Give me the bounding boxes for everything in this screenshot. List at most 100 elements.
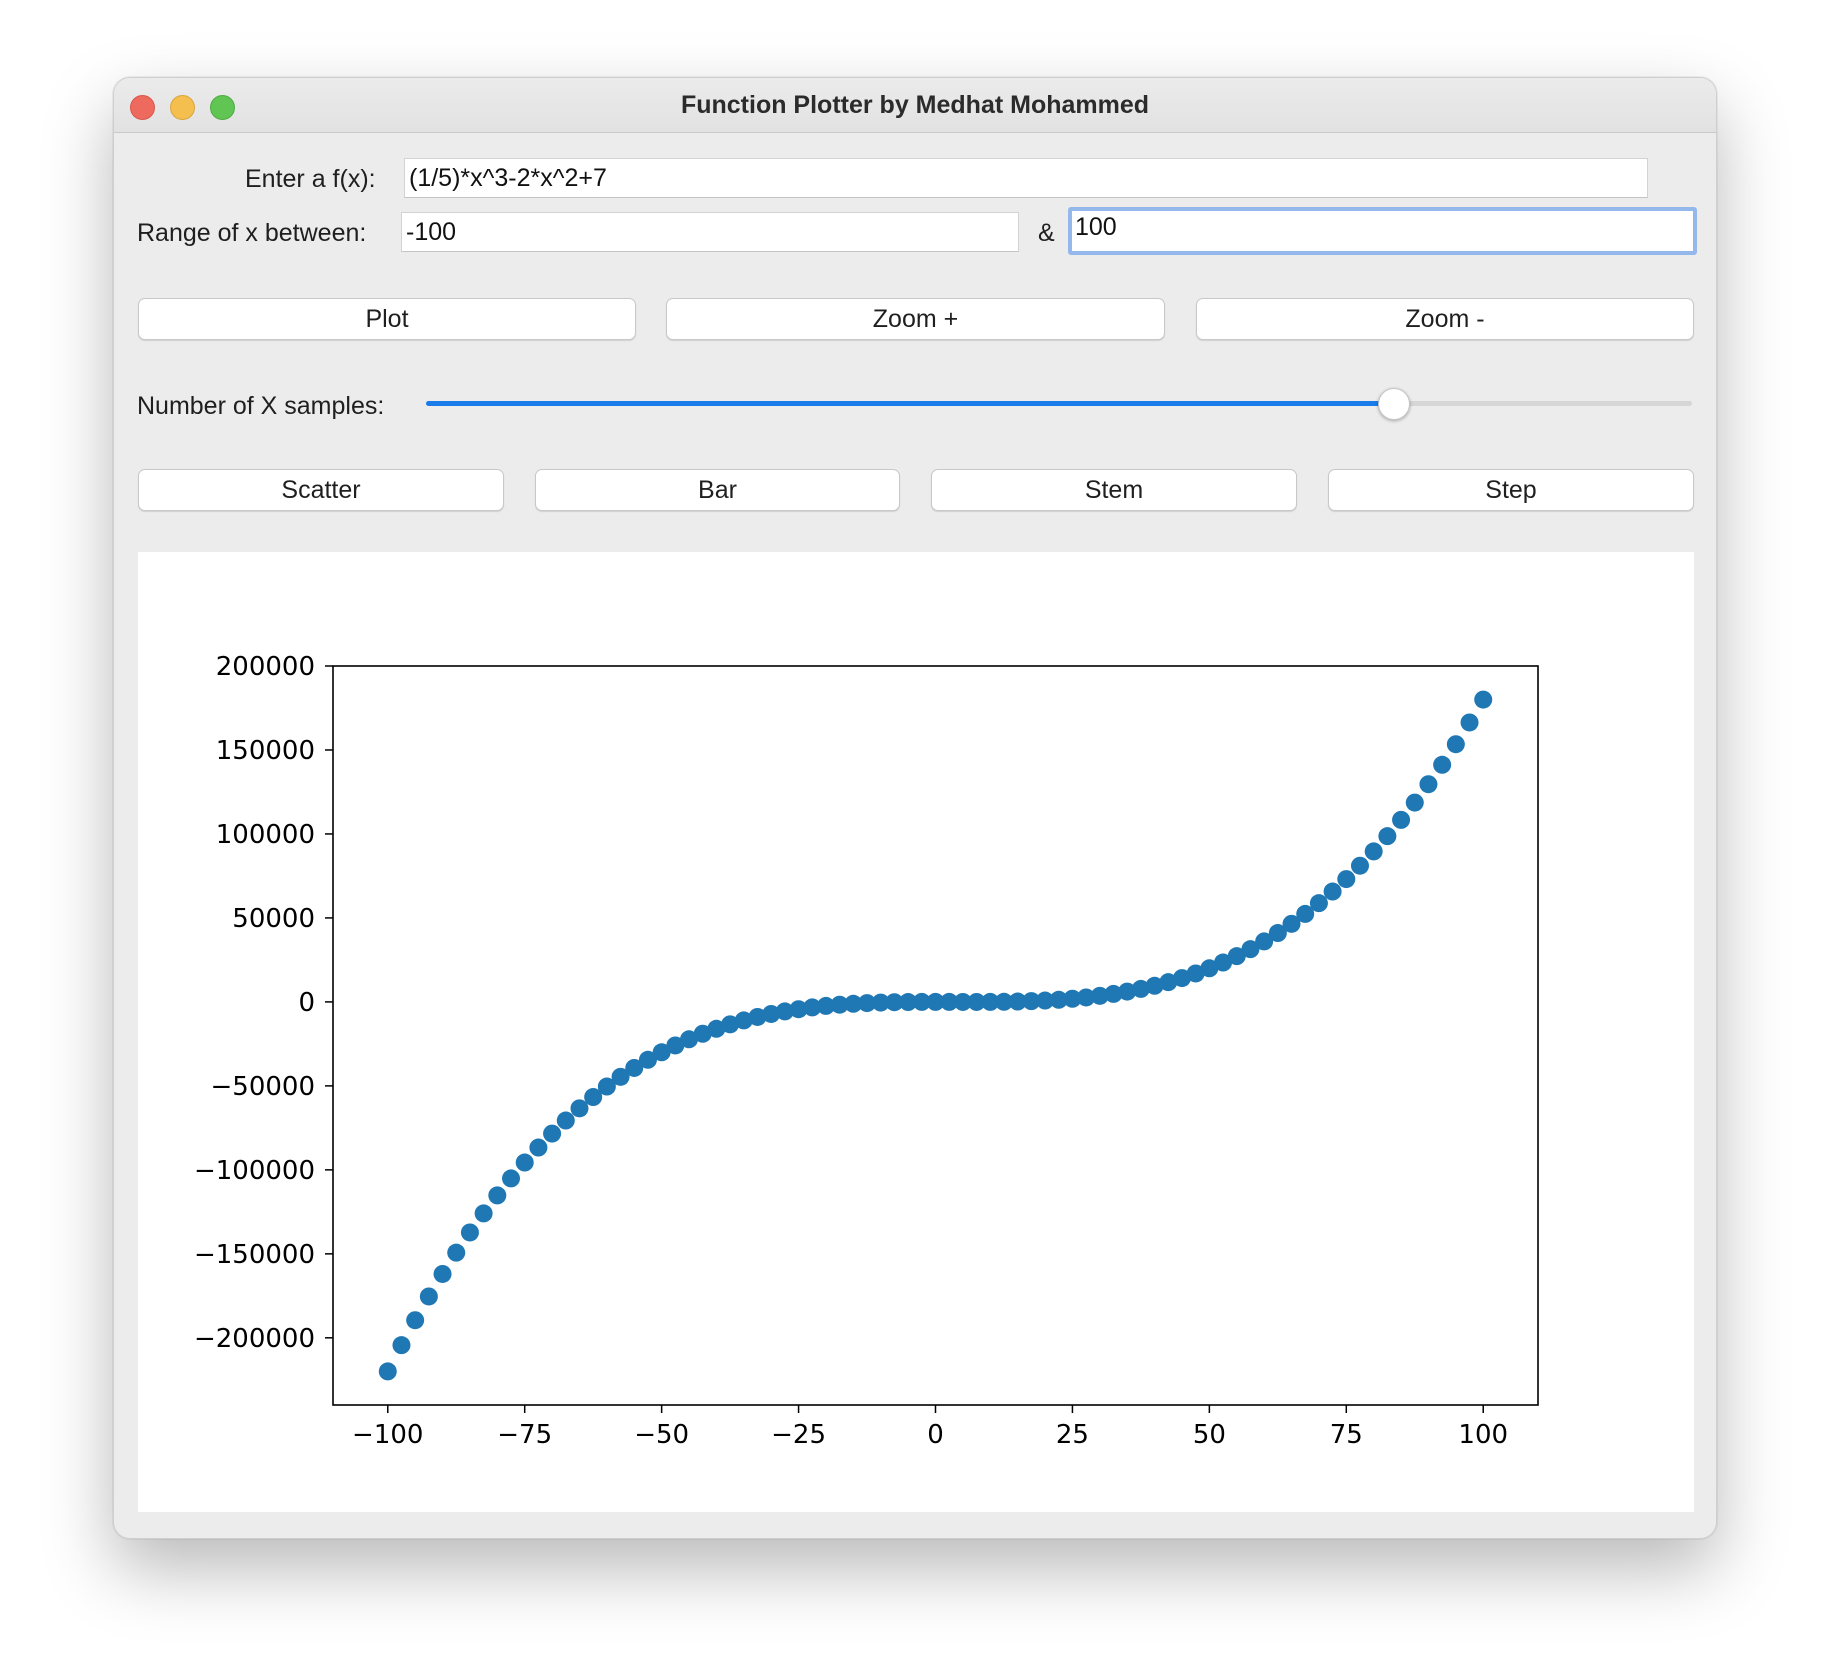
x-tick-label: 50	[1193, 1420, 1226, 1450]
y-tick-label: 150000	[216, 736, 315, 766]
data-point	[515, 1153, 534, 1172]
data-point	[693, 1024, 712, 1043]
data-point	[1268, 924, 1287, 943]
zoom-in-button[interactable]: Zoom +	[666, 298, 1165, 340]
y-tick-label: −50000	[211, 1072, 316, 1102]
data-point	[1172, 969, 1191, 988]
data-point	[474, 1204, 493, 1223]
data-point	[419, 1287, 438, 1306]
data-point	[378, 1362, 397, 1381]
data-point	[1090, 986, 1109, 1005]
x-tick-label: −25	[771, 1420, 826, 1450]
data-point	[707, 1019, 726, 1038]
range-separator: &	[1038, 219, 1055, 247]
data-point	[748, 1007, 767, 1026]
function-label: Enter a f(x):	[245, 165, 376, 193]
data-point	[816, 996, 835, 1015]
data-point	[981, 992, 1000, 1011]
x-tick-label: −50	[634, 1420, 689, 1450]
data-point	[1200, 959, 1219, 978]
data-point	[570, 1099, 589, 1118]
data-point	[803, 998, 822, 1017]
data-point	[1241, 940, 1260, 959]
data-point	[1118, 982, 1137, 1001]
data-point	[1446, 735, 1465, 754]
data-point	[994, 992, 1013, 1011]
x-tick-label: −75	[497, 1420, 552, 1450]
data-point	[433, 1264, 452, 1283]
data-point	[1433, 755, 1452, 774]
data-point	[1214, 953, 1233, 972]
title-bar[interactable]: Function Plotter by Medhat Mohammed	[114, 78, 1716, 133]
data-point	[844, 994, 863, 1013]
y-tick-label: −200000	[194, 1324, 315, 1354]
data-point	[762, 1004, 781, 1023]
plot-button[interactable]: Plot	[138, 298, 636, 340]
step-button[interactable]: Step	[1328, 469, 1694, 511]
data-point	[392, 1336, 411, 1355]
data-point	[680, 1030, 699, 1049]
bar-button[interactable]: Bar	[535, 469, 900, 511]
app-window: Function Plotter by Medhat Mohammed Ente…	[113, 77, 1717, 1539]
minimize-window-button[interactable]	[170, 95, 195, 120]
data-point	[1104, 984, 1123, 1003]
x-tick-label: 100	[1458, 1420, 1508, 1450]
data-point	[912, 992, 931, 1011]
data-point	[1474, 690, 1493, 709]
data-point	[1227, 947, 1246, 966]
data-point	[926, 992, 945, 1011]
data-point	[1296, 904, 1315, 923]
function-input[interactable]: (1/5)*x^3-2*x^2+7	[404, 158, 1648, 198]
data-point	[775, 1002, 794, 1021]
data-point	[1255, 932, 1274, 951]
data-point	[447, 1243, 466, 1262]
range-min-input[interactable]: -100	[401, 212, 1019, 252]
data-point	[529, 1138, 548, 1157]
x-tick-label: −100	[352, 1420, 423, 1450]
y-tick-label: 0	[298, 988, 315, 1018]
data-point	[721, 1015, 740, 1034]
data-point	[953, 992, 972, 1011]
data-point	[611, 1067, 630, 1086]
data-point	[940, 992, 959, 1011]
data-point	[584, 1088, 603, 1107]
x-tick-label: 75	[1330, 1420, 1363, 1450]
samples-label: Number of X samples:	[137, 392, 385, 420]
maximize-window-button[interactable]	[210, 95, 235, 120]
data-point	[1282, 914, 1301, 933]
zoom-out-button[interactable]: Zoom -	[1196, 298, 1694, 340]
data-point	[885, 993, 904, 1012]
data-point	[858, 994, 877, 1013]
data-point	[1131, 979, 1150, 998]
plot-frame	[332, 665, 1539, 1406]
data-point	[460, 1223, 479, 1242]
scatter-chart: −100 −75 −50 −25 0 25 50 75 100 200000 150000 10000…	[194, 652, 1539, 1450]
y-tick-label: 100000	[216, 820, 315, 850]
data-point	[1350, 856, 1369, 875]
data-point	[1392, 810, 1411, 829]
data-point	[666, 1036, 685, 1055]
data-point	[1309, 894, 1328, 913]
samples-slider[interactable]	[426, 384, 1692, 424]
close-window-button[interactable]	[130, 95, 155, 120]
data-point	[1419, 775, 1438, 794]
data-point	[1159, 973, 1178, 992]
data-point	[406, 1311, 425, 1330]
slider-thumb[interactable]	[1377, 388, 1410, 420]
stem-button[interactable]: Stem	[931, 469, 1297, 511]
data-point	[1337, 870, 1356, 889]
data-point	[597, 1077, 616, 1096]
data-point	[967, 992, 986, 1011]
data-point	[1022, 992, 1041, 1011]
data-point	[625, 1058, 644, 1077]
range-max-input[interactable]: 100	[1068, 207, 1697, 255]
data-point	[638, 1050, 657, 1069]
data-point	[1049, 990, 1068, 1009]
range-label: Range of x between:	[137, 219, 367, 247]
slider-fill	[426, 401, 1393, 406]
data-point	[488, 1186, 507, 1205]
scatter-button[interactable]: Scatter	[138, 469, 504, 511]
data-point	[502, 1169, 521, 1188]
data-point	[543, 1124, 562, 1143]
data-point	[734, 1011, 753, 1030]
